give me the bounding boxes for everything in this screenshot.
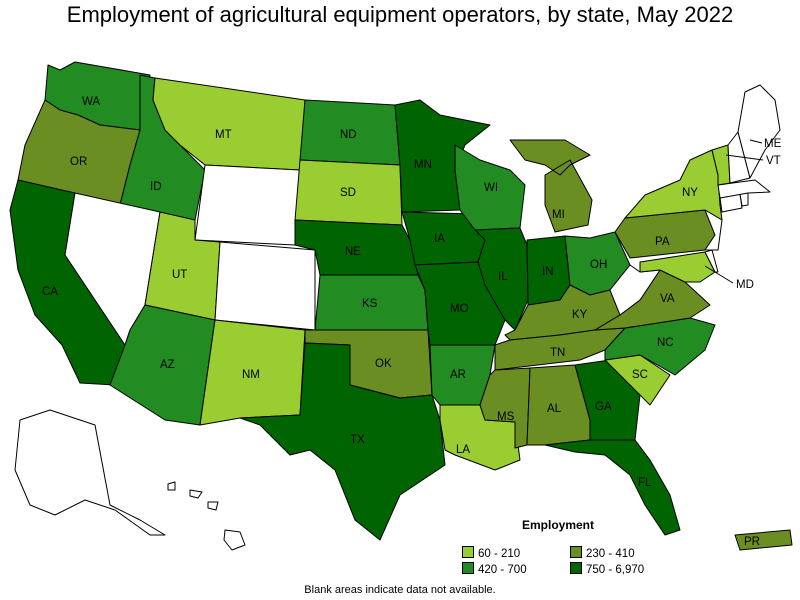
- legend-item-1: 60 - 210: [462, 546, 520, 560]
- label-tn: TN: [550, 347, 565, 359]
- label-wa: WA: [82, 96, 100, 108]
- leader-line-md: [704, 265, 734, 284]
- state-ri[interactable]: [739, 192, 749, 207]
- legend-swatch-3: [462, 562, 474, 574]
- label-ks: KS: [362, 298, 378, 310]
- leader-line-vt: [725, 154, 764, 161]
- state-ms[interactable]: [479, 367, 531, 449]
- label-ia: IA: [434, 233, 445, 245]
- label-id: ID: [150, 181, 162, 193]
- label-pr: PR: [744, 536, 760, 548]
- label-pa: PA: [655, 236, 670, 248]
- label-or: OR: [70, 156, 87, 168]
- label-ky: KY: [572, 309, 588, 321]
- state-ak[interactable]: [14, 409, 166, 536]
- label-il: IL: [498, 271, 508, 283]
- legend-label-2: 230 - 410: [586, 548, 635, 560]
- label-mo: MO: [450, 303, 469, 315]
- label-ar: AR: [450, 369, 466, 381]
- state-de[interactable]: [704, 249, 719, 273]
- legend-item-2: 230 - 410: [570, 546, 635, 560]
- label-la: LA: [456, 444, 470, 456]
- label-wi: WI: [484, 182, 498, 194]
- map-title: Employment of agricultural equipment ope…: [66, 2, 734, 27]
- label-al: AL: [547, 403, 562, 415]
- label-az: AZ: [160, 359, 175, 371]
- state-ma[interactable]: [717, 179, 771, 199]
- label-va: VA: [660, 293, 675, 305]
- label-mn: MN: [414, 159, 432, 171]
- label-nm: NM: [242, 369, 260, 381]
- label-nc: NC: [657, 337, 674, 349]
- label-ne: NE: [345, 246, 361, 258]
- state-ny[interactable]: [624, 149, 723, 221]
- label-mt: MT: [215, 129, 232, 141]
- label-ms: MS: [497, 411, 515, 423]
- legend-label-4: 750 - 6,970: [586, 564, 645, 576]
- legend-label-3: 420 - 700: [478, 564, 527, 576]
- legend: Employment 60 - 210 230 - 410 420 - 700 …: [462, 518, 662, 578]
- legend-swatch-2: [570, 546, 582, 558]
- state-nj[interactable]: [704, 209, 723, 251]
- legend-title: Employment: [522, 518, 595, 532]
- legend-item-3: 420 - 700: [462, 562, 527, 576]
- label-ga: GA: [595, 401, 612, 413]
- label-tx: TX: [350, 434, 365, 446]
- leader-line-me: [749, 139, 763, 144]
- label-ut: UT: [172, 269, 187, 281]
- label-ca: CA: [42, 286, 58, 298]
- legend-swatch-1: [462, 546, 474, 558]
- label-me: ME: [764, 138, 782, 150]
- legend-swatch-4: [570, 562, 582, 574]
- state-tx[interactable]: [239, 342, 446, 541]
- state-vt[interactable]: [711, 144, 731, 186]
- state-me[interactable]: [737, 84, 781, 179]
- label-vt: VT: [766, 155, 781, 167]
- label-mi: MI: [552, 209, 565, 221]
- label-sc: SC: [632, 369, 648, 381]
- state-mi[interactable]: [509, 139, 593, 233]
- label-ny: NY: [682, 187, 698, 199]
- state-co[interactable]: [214, 241, 316, 331]
- label-oh: OH: [590, 259, 607, 271]
- label-ok: OK: [375, 358, 392, 370]
- state-hi[interactable]: [167, 481, 246, 551]
- label-in: IN: [542, 266, 554, 278]
- state-il[interactable]: [474, 227, 529, 331]
- state-fl[interactable]: [544, 439, 681, 536]
- label-fl: FL: [638, 477, 652, 489]
- legend-label-1: 60 - 210: [478, 548, 521, 560]
- label-nd: ND: [340, 129, 357, 141]
- label-md: MD: [736, 279, 754, 291]
- label-sd: SD: [340, 187, 356, 199]
- footnote: Blank areas indicate data not available.: [304, 584, 496, 596]
- state-pr[interactable]: [734, 529, 793, 551]
- legend-item-4: 750 - 6,970: [570, 562, 644, 576]
- state-wy[interactable]: [194, 164, 301, 246]
